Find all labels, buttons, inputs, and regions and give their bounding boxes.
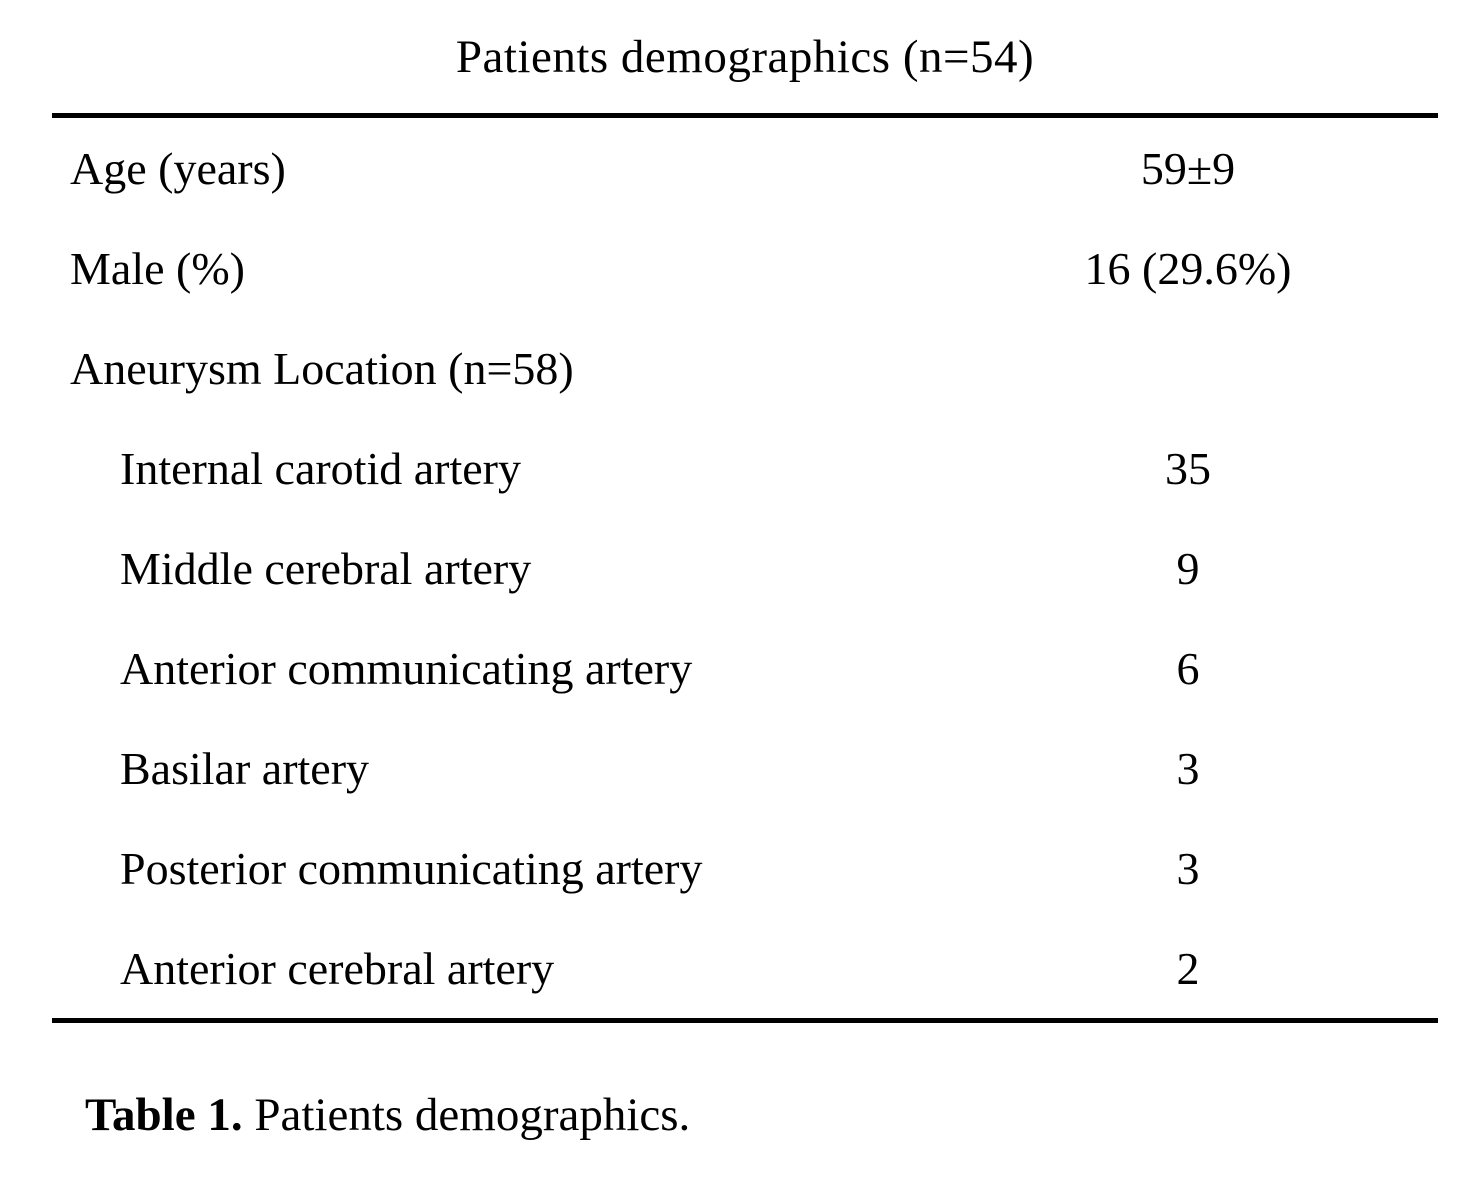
table-caption-label: Table 1. <box>85 1089 243 1141</box>
row-value: 3 <box>1176 742 1200 794</box>
table-caption: Table 1. Patients demographics. <box>85 1088 690 1142</box>
table-row-age: Age (years) 59±9 <box>52 118 1438 218</box>
row-label: Anterior cerebral artery <box>120 942 555 994</box>
row-label: Male (%) <box>70 242 245 294</box>
table-body: Age (years) 59±9 Male (%) 16 (29.6%) Ane… <box>52 113 1438 1023</box>
table-row-anterior-cerebral: Anterior cerebral artery 2 <box>52 918 1438 1018</box>
row-value: 59±9 <box>1140 142 1236 194</box>
table-row-posterior-communicating: Posterior communicating artery 3 <box>52 818 1438 918</box>
row-value: 9 <box>1176 542 1200 594</box>
row-label: Anterior communicating artery <box>120 642 693 694</box>
demographics-table: Patients demographics (n=54) Age (years)… <box>52 0 1438 1023</box>
table-row-anterior-communicating: Anterior communicating artery 6 <box>52 618 1438 718</box>
table-caption-text: Patients demographics. <box>242 1089 691 1141</box>
table-row-basilar: Basilar artery 3 <box>52 718 1438 818</box>
row-value: 35 <box>1165 442 1211 494</box>
table-row-internal-carotid: Internal carotid artery 35 <box>52 418 1438 518</box>
row-label: Internal carotid artery <box>120 442 521 494</box>
row-value: 2 <box>1176 942 1200 994</box>
row-label: Posterior communicating artery <box>120 842 703 894</box>
table-row-male: Male (%) 16 (29.6%) <box>52 218 1438 318</box>
row-label: Age (years) <box>70 142 286 194</box>
table-title: Patients demographics (n=54) <box>455 30 1035 83</box>
row-value: 3 <box>1176 842 1200 894</box>
row-value: 6 <box>1176 642 1200 694</box>
table-row-middle-cerebral: Middle cerebral artery 9 <box>52 518 1438 618</box>
row-label: Aneurysm Location (n=58) <box>70 342 574 394</box>
row-value: 16 (29.6%) <box>1084 242 1292 294</box>
row-label: Basilar artery <box>120 742 370 794</box>
table-row-aneurysm-location: Aneurysm Location (n=58) <box>52 318 1438 418</box>
row-label: Middle cerebral artery <box>120 542 532 594</box>
